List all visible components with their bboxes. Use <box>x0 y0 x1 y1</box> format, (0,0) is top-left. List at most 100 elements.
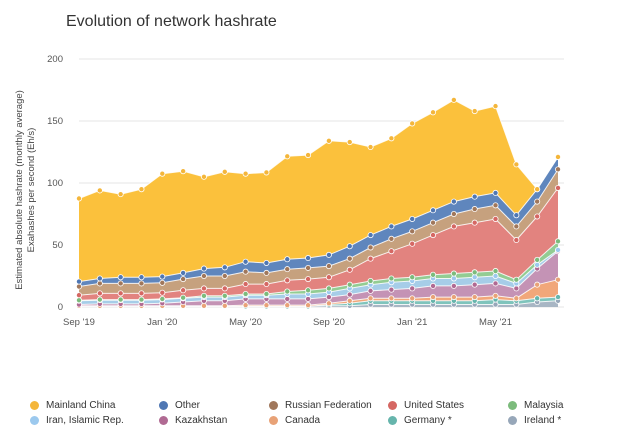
point-canada[interactable] <box>305 302 312 309</box>
point-united-states[interactable] <box>117 290 124 297</box>
point-united-states[interactable] <box>471 219 478 226</box>
point-canada[interactable] <box>242 302 249 309</box>
point-other[interactable] <box>409 215 416 222</box>
point-mainland-china[interactable] <box>96 187 103 194</box>
point-united-states[interactable] <box>305 276 312 283</box>
point-other[interactable] <box>242 258 249 265</box>
point-other[interactable] <box>263 259 270 266</box>
point-kazakhstan[interactable] <box>325 294 332 301</box>
point-iran-islamic-rep[interactable] <box>492 272 499 279</box>
point-russian-federation[interactable] <box>325 263 332 270</box>
point-united-states[interactable] <box>96 290 103 297</box>
point-malaysia[interactable] <box>180 294 187 301</box>
point-malaysia[interactable] <box>430 271 437 278</box>
point-russian-federation[interactable] <box>471 206 478 213</box>
point-malaysia[interactable] <box>346 281 353 288</box>
point-mainland-china[interactable] <box>221 168 228 175</box>
point-mainland-china[interactable] <box>138 186 145 193</box>
point-malaysia[interactable] <box>513 276 520 283</box>
point-kazakhstan[interactable] <box>284 295 291 302</box>
point-mainland-china[interactable] <box>346 139 353 146</box>
point-malaysia[interactable] <box>221 292 228 299</box>
point-canada[interactable] <box>555 276 562 283</box>
point-ireland[interactable] <box>492 301 499 308</box>
legend-item-kazakhstan[interactable]: Kazakhstan <box>159 413 269 427</box>
point-russian-federation[interactable] <box>555 166 562 173</box>
point-other[interactable] <box>325 251 332 258</box>
point-united-states[interactable] <box>221 285 228 292</box>
point-malaysia[interactable] <box>76 297 83 304</box>
point-mainland-china[interactable] <box>284 153 291 160</box>
point-kazakhstan[interactable] <box>471 281 478 288</box>
legend-item-russian-federation[interactable]: Russian Federation <box>269 398 388 412</box>
point-germany[interactable] <box>555 294 562 301</box>
point-other[interactable] <box>513 212 520 219</box>
point-mainland-china[interactable] <box>492 103 499 110</box>
point-united-states[interactable] <box>450 223 457 230</box>
point-other[interactable] <box>159 273 166 280</box>
point-malaysia[interactable] <box>367 277 374 284</box>
point-mainland-china[interactable] <box>555 153 562 160</box>
point-other[interactable] <box>284 256 291 263</box>
legend-item-germany[interactable]: Germany * <box>388 413 508 427</box>
point-mainland-china[interactable] <box>471 108 478 115</box>
point-united-states[interactable] <box>409 240 416 247</box>
point-iran-islamic-rep[interactable] <box>450 275 457 282</box>
point-malaysia[interactable] <box>159 295 166 302</box>
point-russian-federation[interactable] <box>263 269 270 276</box>
point-united-states[interactable] <box>346 266 353 273</box>
point-russian-federation[interactable] <box>117 280 124 287</box>
point-mainland-china[interactable] <box>305 152 312 159</box>
point-russian-federation[interactable] <box>492 202 499 209</box>
legend-item-united-states[interactable]: United States <box>388 398 508 412</box>
point-kazakhstan[interactable] <box>409 285 416 292</box>
point-mainland-china[interactable] <box>450 96 457 103</box>
point-russian-federation[interactable] <box>284 266 291 273</box>
point-canada[interactable] <box>492 292 499 299</box>
point-united-states[interactable] <box>76 292 83 299</box>
point-kazakhstan[interactable] <box>430 282 437 289</box>
point-russian-federation[interactable] <box>367 244 374 251</box>
point-malaysia[interactable] <box>492 268 499 275</box>
point-other[interactable] <box>492 189 499 196</box>
point-mainland-china[interactable] <box>409 120 416 127</box>
point-malaysia[interactable] <box>242 290 249 297</box>
point-united-states[interactable] <box>242 281 249 288</box>
point-canada[interactable] <box>471 294 478 301</box>
point-other[interactable] <box>180 269 187 276</box>
point-other[interactable] <box>388 223 395 230</box>
point-kazakhstan[interactable] <box>492 280 499 287</box>
point-russian-federation[interactable] <box>138 280 145 287</box>
point-united-states[interactable] <box>492 215 499 222</box>
point-iran-islamic-rep[interactable] <box>534 261 541 268</box>
point-mainland-china[interactable] <box>513 161 520 168</box>
point-malaysia[interactable] <box>534 256 541 263</box>
point-russian-federation[interactable] <box>513 223 520 230</box>
point-russian-federation[interactable] <box>305 264 312 271</box>
point-united-states[interactable] <box>513 237 520 244</box>
legend-item-ireland[interactable]: Ireland * <box>508 413 608 427</box>
point-kazakhstan[interactable] <box>450 282 457 289</box>
point-other[interactable] <box>305 255 312 262</box>
point-united-states[interactable] <box>200 285 207 292</box>
point-malaysia[interactable] <box>409 274 416 281</box>
point-mainland-china[interactable] <box>325 137 332 144</box>
point-canada[interactable] <box>409 295 416 302</box>
point-malaysia[interactable] <box>200 292 207 299</box>
point-united-states[interactable] <box>325 274 332 281</box>
point-united-states[interactable] <box>534 213 541 220</box>
point-canada[interactable] <box>450 294 457 301</box>
point-malaysia[interactable] <box>263 290 270 297</box>
point-russian-federation[interactable] <box>430 219 437 226</box>
point-malaysia[interactable] <box>117 296 124 303</box>
point-canada[interactable] <box>263 302 270 309</box>
point-canada[interactable] <box>388 295 395 302</box>
point-canada[interactable] <box>346 297 353 304</box>
point-canada[interactable] <box>221 302 228 309</box>
point-united-states[interactable] <box>138 290 145 297</box>
legend-item-malaysia[interactable]: Malaysia <box>508 398 608 412</box>
point-russian-federation[interactable] <box>159 279 166 286</box>
point-mainland-china[interactable] <box>534 186 541 193</box>
legend-item-iran-islamic-rep[interactable]: Iran, Islamic Rep. <box>30 413 159 427</box>
point-russian-federation[interactable] <box>76 283 83 290</box>
